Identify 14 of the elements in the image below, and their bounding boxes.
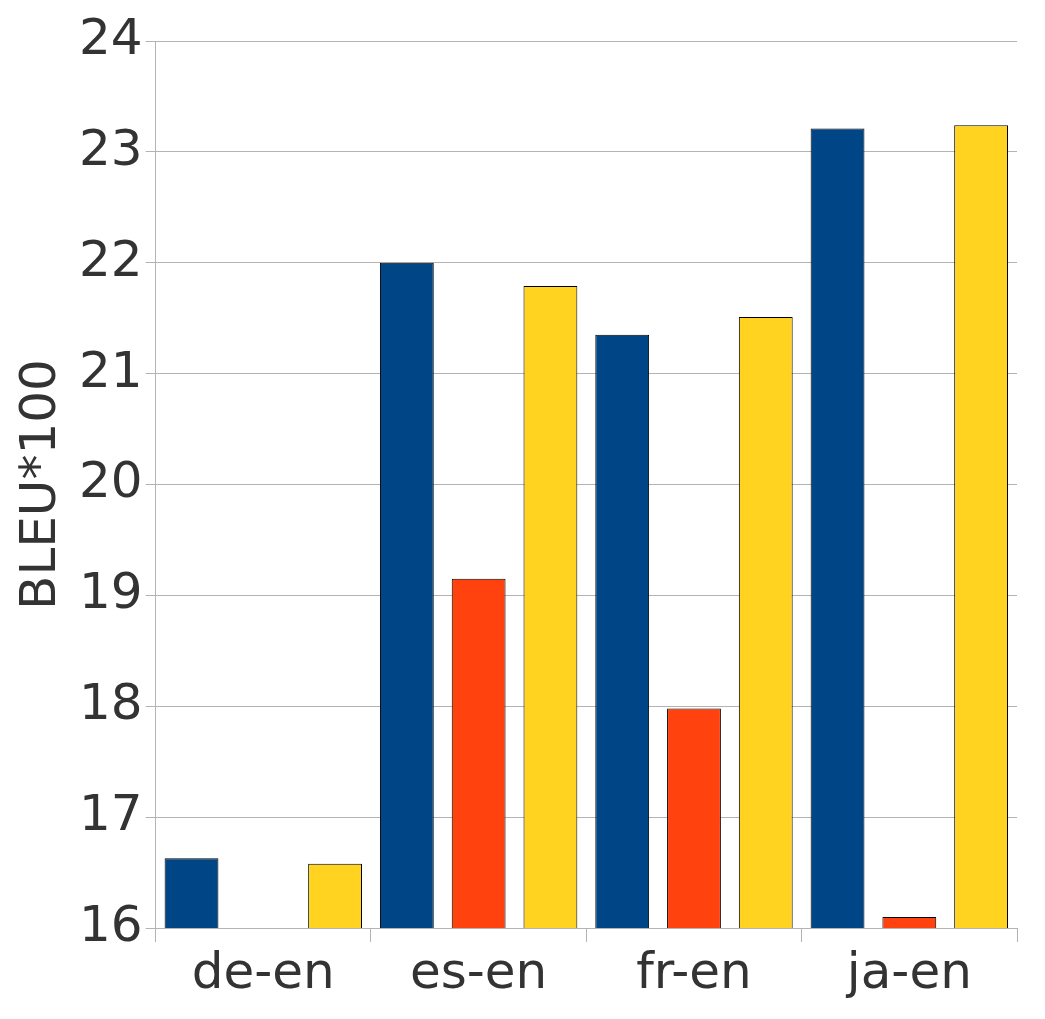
y-tick-label: 18 (79, 673, 143, 732)
y-tick-label: 24 (79, 7, 143, 66)
y-tick-label: 23 (79, 118, 143, 177)
y-tick-label: 20 (79, 451, 143, 510)
x-tick-label: es-en (409, 941, 548, 1000)
y-tick-label: 21 (79, 340, 143, 399)
y-tick-label: 22 (79, 229, 143, 288)
y-tick-label: 19 (79, 562, 143, 621)
y-tick-label: 17 (79, 784, 143, 843)
y-tick-label: 16 (79, 894, 143, 953)
y-axis-title: BLEU*100 (8, 359, 67, 610)
x-tick-label: ja-en (845, 941, 972, 1000)
x-tick-label: fr-en (636, 941, 752, 1000)
x-tick-label: de-en (191, 941, 335, 1000)
